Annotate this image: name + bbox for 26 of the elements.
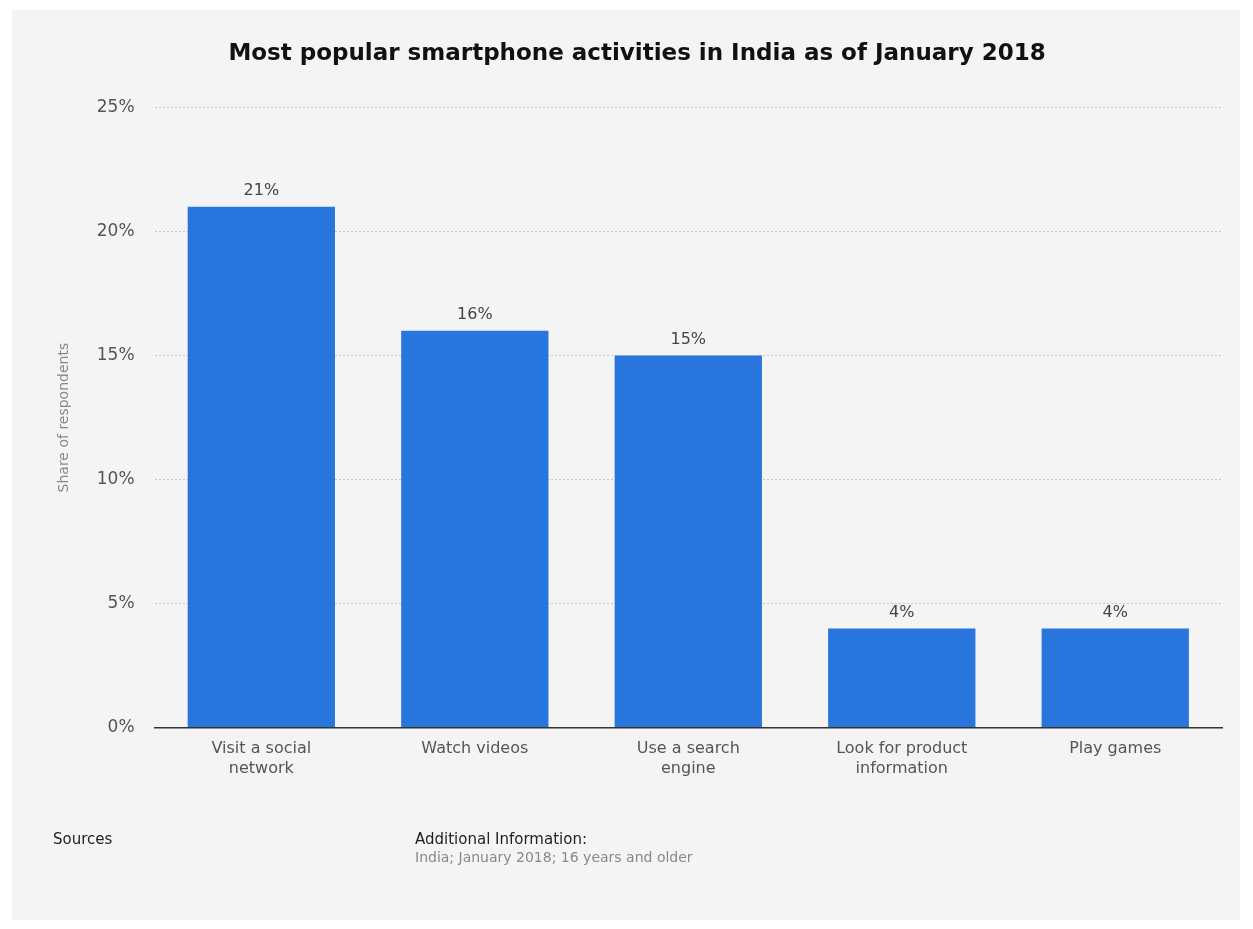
y-axis-title: Share of respondents	[55, 342, 72, 493]
bar	[1041, 628, 1189, 728]
x-tick-label: Watch videos	[421, 738, 529, 758]
text: Sources	[53, 830, 113, 848]
data-label: 21%	[243, 179, 280, 199]
bar	[187, 206, 335, 728]
bar	[828, 628, 976, 728]
x-tick-label: Use a search engine	[636, 738, 740, 777]
y-tick-label: 20%	[96, 220, 135, 241]
data-label: 4%	[889, 601, 915, 621]
x-tick-label: Play games	[1069, 738, 1162, 758]
y-tick-label: 5%	[107, 592, 135, 613]
data-label: 16%	[457, 303, 493, 323]
y-tick-label: 0%	[107, 716, 135, 737]
chart-title: Most popular smartphone activities in India as of January 2018	[228, 38, 1046, 65]
y-tick-label: 25%	[96, 96, 135, 117]
data-label: 4%	[1102, 601, 1128, 621]
data-label: 15%	[670, 328, 707, 348]
y-tick-label: 10%	[96, 468, 135, 489]
y-tick-label: 15%	[96, 344, 135, 365]
bar	[401, 330, 549, 728]
x-tick-label: Visit a social network	[211, 738, 312, 777]
text: India; January 2018; 16 years and older	[415, 848, 693, 866]
x-tick-label: Look for product information	[836, 738, 968, 777]
text: Additional Information:	[415, 830, 588, 848]
bar	[614, 355, 762, 728]
